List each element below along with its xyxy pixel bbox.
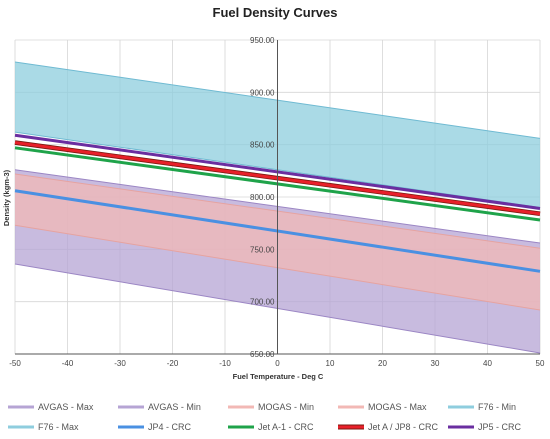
y-tick-label-900: 900.00: [250, 88, 275, 97]
x-tick-label-40: 40: [483, 359, 492, 368]
legend-label-avgas-min: AVGAS - Min: [148, 402, 201, 412]
y-tick-label-650: 650.00: [250, 350, 275, 359]
legend-label-jp4-crc: JP4 - CRC: [148, 422, 192, 432]
x-tick-label-10: -10: [219, 359, 231, 368]
chart-title: Fuel Density Curves: [213, 5, 338, 20]
x-tick-label-30: 30: [431, 359, 440, 368]
y-tick-label-800: 800.00: [250, 193, 275, 202]
y-tick-label-950: 950.00: [250, 36, 275, 45]
x-tick-label-50: -50: [9, 359, 21, 368]
legend-label-f76-max: F76 - Max: [38, 422, 79, 432]
legend-label-jet-a-jp8-crc: Jet A / JP8 - CRC: [368, 422, 439, 432]
legend-label-jet-a-1-crc: Jet A-1 - CRC: [258, 422, 314, 432]
x-tick-label-10: 10: [326, 359, 335, 368]
y-tick-labels: 650.00 700.00 750.00 800.00 850.00 900.00 950.…: [250, 36, 275, 359]
legend-label-avgas-max: AVGAS - Max: [38, 402, 94, 412]
x-axis-title: Fuel Temperature - Deg C: [233, 372, 324, 381]
x-tick-label-50: 50: [536, 359, 545, 368]
x-tick-label-0: 0: [275, 359, 280, 368]
x-tick-labels: -50 -40 -30 -20 -10 0 10 20 30 40 50: [9, 359, 545, 368]
legend-label-mogas-max: MOGAS - Max: [368, 402, 427, 412]
x-tick-label-20: 20: [378, 359, 387, 368]
legend: AVGAS - Max AVGAS - Min MOGAS - Min MOGAS -…: [8, 402, 522, 432]
legend-label-f76-min: F76 - Min: [478, 402, 516, 412]
y-tick-label-750: 750.00: [250, 245, 275, 254]
legend-label-mogas-min: MOGAS - Min: [258, 402, 314, 412]
x-tick-label-20: -20: [167, 359, 179, 368]
x-tick-label-30: -30: [114, 359, 126, 368]
axes: [15, 40, 540, 355]
y-tick-label-850: 850.00: [250, 141, 275, 150]
y-axis-title: Density (kgm-3): [2, 169, 11, 226]
legend-label-jp5-crc: JP5 - CRC: [478, 422, 522, 432]
x-tick-label-40: -40: [62, 359, 74, 368]
y-tick-label-700: 700.00: [250, 298, 275, 307]
